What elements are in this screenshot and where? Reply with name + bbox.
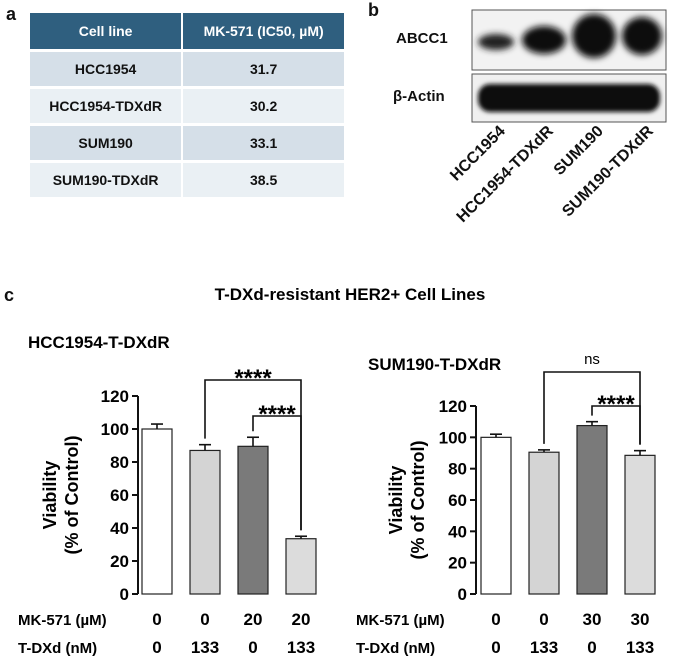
y-tick-label: 120 [101,387,129,406]
treatment-value: 0 [152,638,161,657]
table-row: SUM190-TDXdR 38.5 [30,163,346,197]
bar [189,449,221,595]
table-cell-line: HCC1954-TDXdR [30,89,184,123]
tdxd-row-label: T-DXd (nM) [356,640,435,657]
bar [576,424,608,595]
blot-band [522,26,566,54]
blot-band [622,17,662,55]
bar [624,454,656,595]
bar [480,436,512,595]
ic50-table: Cell line MK-571 (IC50, µM) HCC1954 31.7… [30,10,346,200]
chart-title: SUM190-T-DXdR [368,355,501,374]
blot-actin [471,73,667,123]
blot-band [478,34,514,50]
blot-lane-label: SUM190-TDXdR [559,122,657,220]
figure-title: T-DXd-resistant HER2+ Cell Lines [215,285,486,304]
y-tick-label: 0 [120,585,129,604]
table-cell-line: SUM190 [30,126,184,160]
y-axis-label: Viability (% of Control) [386,441,428,560]
mk571-row-label: MK-571 (µM) [356,612,445,629]
blot-band [572,14,616,58]
significance-label: ns [584,351,600,368]
treatment-value: 0 [248,638,257,657]
y-tick-label: 80 [448,460,467,479]
tdxd-row-label: T-DXd (nM) [18,640,97,657]
y-tick-label: 40 [110,519,129,538]
treatment-value: 0 [152,610,161,629]
y-tick-label: 80 [110,453,129,472]
table-cell-ic50: 33.1 [183,126,346,160]
y-tick-label: 120 [439,397,467,416]
y-tick-label: 60 [110,486,129,505]
y-tick-label: 100 [101,420,129,439]
treatment-value: 20 [244,610,263,629]
treatment-value: 133 [287,638,315,657]
bar [528,451,560,595]
blot-band [478,84,660,112]
y-tick-label: 100 [439,428,467,447]
treatment-value: 0 [539,610,548,629]
chart-sum190: SUM190-T-DXdR 0 20 40 60 80 100 120 Viability (% … [356,351,656,657]
treatment-value: 30 [583,610,602,629]
treatment-value: 0 [491,610,500,629]
treatment-value: 30 [631,610,650,629]
treatment-value: 20 [292,610,311,629]
significance-label: **** [258,401,296,428]
treatment-value: 133 [530,638,558,657]
bar [141,428,173,595]
treatment-value: 0 [491,638,500,657]
bar [237,445,269,595]
significance-bracket [591,405,641,445]
y-tick-label: 40 [448,522,467,541]
blot-row-label-abcc1: ABCC1 [396,30,448,47]
treatment-value: 133 [626,638,654,657]
table-cell-line: HCC1954 [30,52,184,86]
y-axis-label: Viability (% of Control) [40,436,82,555]
bar [285,538,317,595]
y-tick-label: 20 [448,554,467,573]
table-row: SUM190 33.1 [30,126,346,160]
blot-abcc1 [471,9,667,71]
table-cell-ic50: 30.2 [183,89,346,123]
y-tick-label: 60 [448,491,467,510]
significance-label: **** [234,365,272,392]
panel-letter-c: c [4,285,15,305]
table-cell-ic50: 38.5 [183,163,346,197]
blot-row-label-actin: β-Actin [393,88,445,105]
significance-label: **** [597,391,635,418]
table-cell-line: SUM190-TDXdR [30,163,184,197]
table-header-cell-line: Cell line [30,13,184,49]
table-header-ic50: MK-571 (IC50, µM) [183,13,346,49]
treatment-value: 0 [587,638,596,657]
panel-letter-b: b [368,0,379,20]
mk571-row-label: MK-571 (µM) [18,612,107,629]
treatment-value: 0 [200,610,209,629]
table-row: HCC1954-TDXdR 30.2 [30,89,346,123]
y-tick-label: 20 [110,552,129,571]
significance-bracket [252,415,302,531]
y-tick-label: 0 [458,585,467,604]
chart-title: HCC1954-T-DXdR [28,333,170,352]
treatment-value: 133 [191,638,219,657]
panel-letter-a: a [6,4,17,24]
table-cell-ic50: 31.7 [183,52,346,86]
chart-hcc1954: HCC1954-T-DXdR 0 20 40 60 80 100 120 Viability (%… [18,333,317,657]
table-header-row: Cell line MK-571 (IC50, µM) [30,13,346,49]
table-row: HCC1954 31.7 [30,52,346,86]
